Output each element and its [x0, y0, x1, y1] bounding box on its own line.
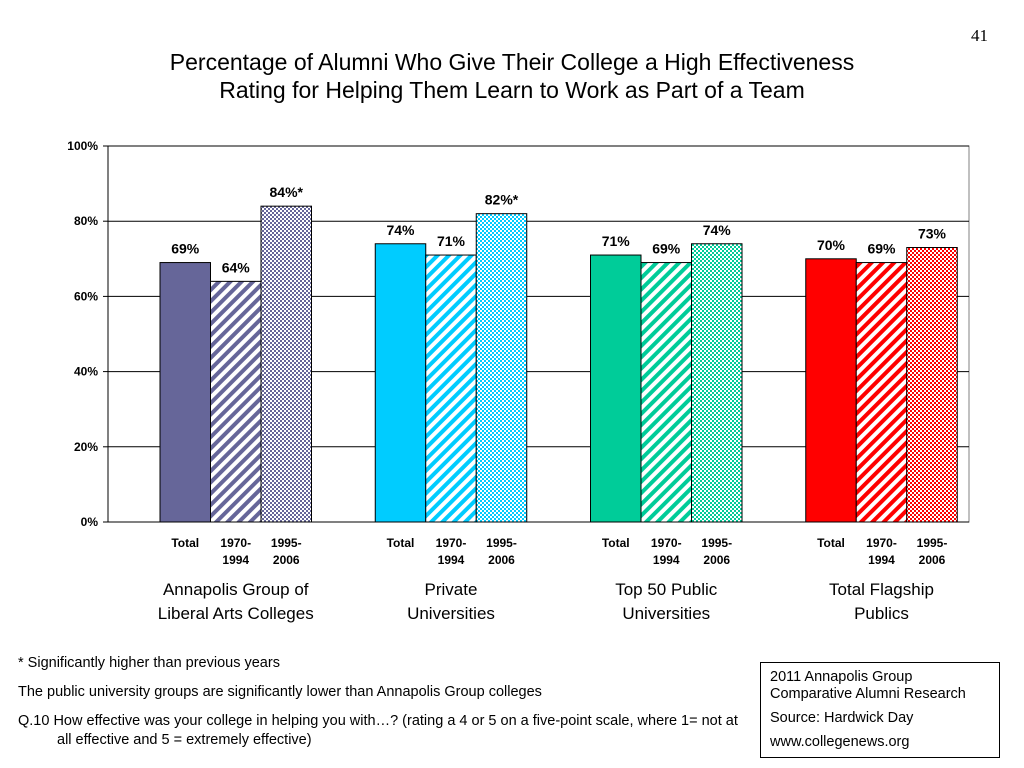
bar-value-label: 69%: [171, 241, 200, 257]
bar-value-label: 73%: [918, 226, 947, 242]
bar-chart: 0% 20% 40% 60% 80% 100% 69% Total 64% 1970-1994 84…: [67, 139, 970, 567]
x-tick-label: 1995-2006: [701, 536, 732, 567]
footnote-public-comparison: The public university groups are signifi…: [18, 684, 542, 700]
bar: [855, 262, 908, 523]
bar: [640, 262, 692, 523]
chart-title-line-1: Percentage of Alumni Who Give Their Coll…: [169, 49, 855, 75]
y-tick-label: 40%: [74, 365, 98, 379]
y-tick-label: 20%: [74, 440, 98, 454]
bar-value-label: 82%*: [485, 192, 519, 208]
source-credit: Source: Hardwick Day: [770, 710, 914, 726]
bar-value-label: 69%: [652, 241, 681, 257]
bar: [906, 247, 958, 523]
y-tick-label: 80%: [74, 214, 98, 228]
bar: [210, 280, 262, 523]
source-url: www.collegenews.org: [770, 734, 910, 750]
bar: [159, 262, 211, 523]
bar: [425, 254, 477, 523]
footnotes: * Significantly higher than previous yea…: [18, 654, 738, 760]
footnote-question: Q.10 How effective was your college in h…: [18, 713, 738, 748]
x-tick-label: Total: [602, 536, 630, 550]
x-tick-label: 1970-1994: [866, 536, 897, 567]
bar-value-label: 71%: [437, 233, 466, 249]
x-tick-label: 1995-2006: [271, 536, 302, 567]
bar-value-label: 74%: [703, 222, 732, 238]
y-tick-label: 60%: [74, 289, 98, 303]
bar: [691, 243, 743, 523]
bar: [805, 258, 857, 523]
x-tick-label: 1995-2006: [917, 536, 948, 567]
page-number: 41: [971, 26, 988, 45]
group-label: Top 50 Public Universities: [615, 580, 718, 623]
source-box: 2011 Annapolis Group Comparative Alumni …: [760, 662, 1000, 758]
bar-value-label: 74%: [386, 222, 415, 238]
bar: [590, 254, 642, 523]
bar: [260, 205, 312, 523]
group-label: Total Flagship Publics: [829, 580, 934, 623]
y-tick-label: 0%: [81, 515, 99, 529]
source-line-1: 2011 Annapolis Group: [770, 669, 913, 685]
bar: [475, 213, 528, 523]
x-tick-label: Total: [171, 536, 199, 550]
x-tick-label: Total: [387, 536, 415, 550]
y-tick-label: 100%: [67, 139, 98, 153]
bar-value-label: 71%: [602, 233, 631, 249]
bar-value-label: 64%: [222, 259, 251, 275]
bar-value-label: 70%: [817, 237, 846, 253]
x-tick-label: 1970-1994: [220, 536, 251, 567]
chart-title-line-2: Rating for Helping Them Learn to Work as…: [219, 77, 805, 103]
chart-title: Percentage of Alumni Who Give Their Coll…: [0, 48, 1024, 104]
x-tick-label: Total: [817, 536, 845, 550]
x-tick-label: 1995-2006: [486, 536, 517, 567]
group-label: Annapolis Group of Liberal Arts Colleges: [157, 580, 314, 623]
x-tick-label: 1970-1994: [436, 536, 467, 567]
bar-value-label: 84%*: [270, 184, 304, 200]
x-tick-label: 1970-1994: [651, 536, 682, 567]
bar: [374, 243, 427, 523]
group-label: Private Universities: [407, 580, 495, 623]
bar-value-label: 69%: [867, 241, 896, 257]
footnote-significance: * Significantly higher than previous yea…: [18, 655, 280, 671]
source-line-2: Comparative Alumni Research: [770, 686, 966, 702]
